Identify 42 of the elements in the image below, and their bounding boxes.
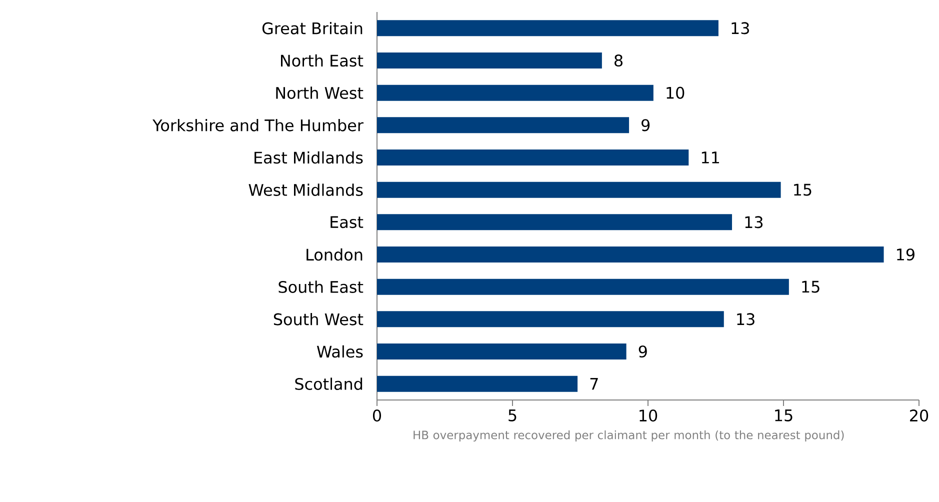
data-label: 19 [897, 248, 914, 261]
data-label: 9 [642, 119, 650, 132]
y-tick-label: North West [276, 86, 364, 99]
y-tick-label: North East [281, 54, 364, 67]
bar [377, 214, 732, 230]
y-tick-label: London [306, 248, 362, 261]
y-tick-label: East Midlands [254, 151, 363, 164]
data-label: 13 [745, 216, 763, 228]
x-tick-label: 15 [775, 410, 792, 422]
data-label: 11 [702, 152, 719, 164]
data-label: 13 [732, 22, 749, 34]
bar [377, 117, 630, 134]
x-axis-title: HB overpayment recovered per claimant per month (to the nearest pound) [414, 430, 844, 442]
data-label: 10 [666, 86, 684, 99]
bar [377, 84, 654, 101]
x-tick-label: 5 [508, 410, 516, 422]
bar [377, 182, 781, 198]
y-tick-label: South West [274, 313, 364, 326]
y-tick-label: East [330, 216, 364, 228]
y-tick-label: West Midlands [248, 184, 363, 196]
y-tick-label: Yorkshire and The Humber [152, 119, 364, 132]
bar [377, 278, 789, 295]
y-tick-label: Scotland [295, 378, 362, 390]
data-label: 15 [802, 280, 820, 293]
y-tick-label: Great Britain [262, 22, 362, 34]
data-label: 9 [638, 345, 647, 358]
bar [377, 246, 884, 263]
bar [377, 20, 718, 36]
bar [377, 376, 578, 392]
data-label: 8 [614, 54, 622, 67]
bar [377, 150, 689, 166]
bar [377, 344, 626, 360]
x-tick-label: 20 [910, 410, 928, 422]
data-label: 15 [794, 184, 812, 196]
bar [377, 52, 602, 68]
y-tick-label: South East [278, 280, 364, 293]
x-tick-label: 10 [640, 410, 658, 422]
y-tick-label: Wales [316, 345, 363, 358]
bar [377, 311, 724, 328]
data-label: 7 [590, 378, 598, 390]
data-label: 13 [737, 313, 754, 326]
x-tick-label: 0 [372, 410, 382, 422]
